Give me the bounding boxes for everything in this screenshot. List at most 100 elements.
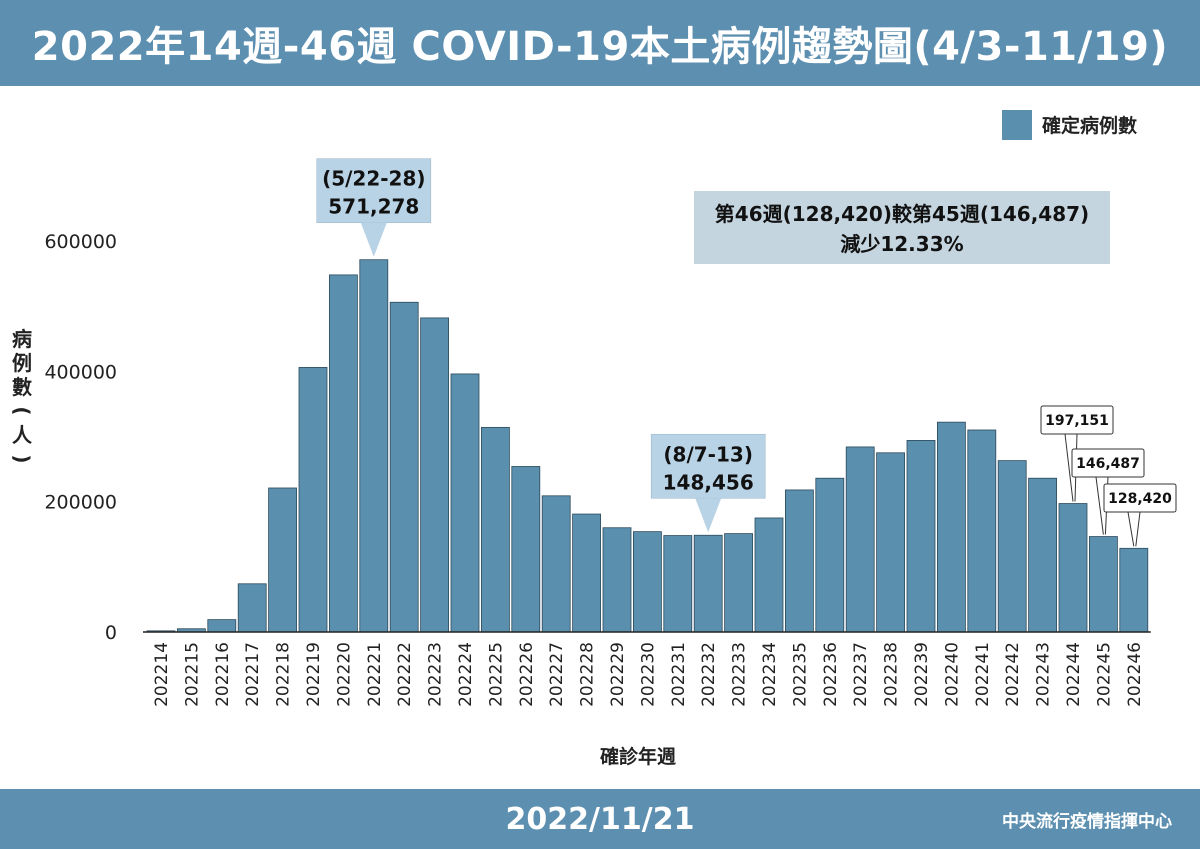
callout-label: (8/7-13) bbox=[663, 442, 753, 466]
x-tick-label: 202246 bbox=[1125, 642, 1145, 707]
bar-202217 bbox=[237, 583, 267, 633]
bars bbox=[146, 259, 1149, 633]
y-axis-title: 病例數 ( 人) bbox=[10, 327, 34, 464]
bar-202228 bbox=[572, 513, 601, 633]
bar-202240 bbox=[937, 421, 966, 633]
svg-text:197,151: 197,151 bbox=[1045, 413, 1109, 429]
x-tick-label: 202214 bbox=[152, 642, 172, 707]
footer-date: 2022/11/21 bbox=[505, 801, 695, 837]
y-axis-title-char: 數 bbox=[12, 375, 32, 399]
bar-202227 bbox=[541, 495, 571, 633]
x-tick-label: 202231 bbox=[669, 642, 689, 707]
note-line-2: 減少12.33% bbox=[840, 232, 963, 256]
x-tick-label: 202245 bbox=[1094, 642, 1114, 707]
bar-202221 bbox=[359, 259, 389, 633]
bar-202218 bbox=[268, 487, 298, 633]
footer-bar: 2022/11/21 中央流行疫情指揮中心 bbox=[0, 789, 1200, 849]
x-tick-label: 202234 bbox=[760, 642, 780, 707]
bar-202235 bbox=[785, 489, 814, 633]
bar-202244 bbox=[1058, 503, 1088, 633]
y-axis-title-char: ( bbox=[10, 406, 34, 415]
legend-swatch bbox=[1002, 110, 1032, 140]
x-tick-label: 202243 bbox=[1034, 642, 1054, 707]
x-axis-tick-labels: 202214 202215 202216 202217 202218 202219 2022… bbox=[152, 642, 1145, 707]
callout-value: 148,456 bbox=[663, 470, 754, 494]
value-label-202246: 128,420 bbox=[1103, 483, 1177, 547]
callouts: (5/22-28) 571,278 (8/7-13) 148,456 bbox=[316, 158, 766, 533]
x-tick-label: 202236 bbox=[821, 642, 841, 707]
x-tick-label: 202227 bbox=[547, 642, 567, 707]
bar-202243 bbox=[1028, 477, 1057, 633]
y-axis: 0 200000 400000 600000 bbox=[44, 231, 117, 644]
x-tick-label: 202237 bbox=[851, 642, 871, 707]
bar-202246 bbox=[1119, 547, 1149, 633]
svg-text:146,487: 146,487 bbox=[1076, 456, 1140, 472]
x-tick-label: 202226 bbox=[517, 642, 537, 707]
x-tick-label: 202241 bbox=[973, 642, 993, 707]
x-tick-label: 202218 bbox=[274, 642, 294, 707]
x-tick-label: 202216 bbox=[213, 642, 233, 707]
bar-202238 bbox=[876, 452, 905, 633]
x-tick-label: 202221 bbox=[365, 642, 385, 707]
x-tick-label: 202224 bbox=[456, 642, 476, 707]
x-tick-label: 202219 bbox=[304, 642, 324, 707]
y-axis-title-char: 病 bbox=[12, 327, 32, 351]
y-axis-title-char: ) bbox=[10, 454, 34, 463]
bar-202245 bbox=[1089, 536, 1118, 633]
bar-202229 bbox=[602, 527, 632, 633]
x-tick-label: 202223 bbox=[426, 642, 446, 707]
x-tick-label: 202222 bbox=[395, 642, 415, 707]
x-tick-label: 202240 bbox=[942, 642, 962, 707]
bar-202234 bbox=[754, 517, 784, 633]
x-tick-label: 202215 bbox=[182, 642, 202, 707]
y-tick-label: 600000 bbox=[44, 231, 117, 253]
y-axis-title-char: 人 bbox=[12, 423, 33, 447]
y-tick-label: 200000 bbox=[44, 492, 117, 514]
x-tick-label: 202235 bbox=[790, 642, 810, 707]
bar-202231 bbox=[663, 535, 693, 633]
svg-text:128,420: 128,420 bbox=[1108, 491, 1172, 507]
x-axis-title: 確診年週 bbox=[600, 745, 676, 768]
y-tick-label: 0 bbox=[105, 622, 117, 644]
bar-202237 bbox=[845, 446, 875, 633]
bar-202233 bbox=[724, 533, 753, 633]
value-label-202244: 197,151 bbox=[1040, 405, 1114, 502]
footer-org: 中央流行疫情指揮中心 bbox=[1002, 811, 1172, 832]
value-label-202245: 146,487 bbox=[1071, 448, 1145, 535]
note-box: 第46週(128,420)較第45週(146,487) 減少12.33% bbox=[694, 191, 1110, 264]
x-tick-label: 202242 bbox=[1003, 642, 1023, 707]
x-tick-label: 202228 bbox=[578, 642, 598, 707]
bar-202220 bbox=[328, 274, 358, 633]
x-tick-label: 202238 bbox=[882, 642, 902, 707]
x-tick-label: 202220 bbox=[334, 642, 354, 707]
bar-202232 bbox=[693, 534, 723, 633]
bar-202222 bbox=[389, 301, 419, 633]
x-tick-label: 202229 bbox=[608, 642, 628, 707]
value-labels: 197,151 146,487 128,420 bbox=[1040, 405, 1177, 547]
callout-202221: (5/22-28) 571,278 bbox=[316, 158, 432, 257]
x-tick-label: 202230 bbox=[638, 642, 658, 707]
x-tick-label: 202225 bbox=[486, 642, 506, 707]
bar-202223 bbox=[420, 317, 450, 633]
callout-value: 571,278 bbox=[328, 195, 419, 219]
callout-202232: (8/7-13) 148,456 bbox=[650, 433, 766, 533]
legend: 確定病例數 bbox=[1002, 110, 1137, 140]
x-tick-label: 202233 bbox=[730, 642, 750, 707]
bar-202242 bbox=[997, 460, 1027, 633]
bar-202219 bbox=[298, 367, 328, 633]
bar-202225 bbox=[480, 426, 510, 633]
note-line-1: 第46週(128,420)較第45週(146,487) bbox=[715, 202, 1089, 226]
bar-202230 bbox=[633, 531, 662, 633]
bar-202236 bbox=[815, 477, 845, 633]
y-tick-label: 400000 bbox=[44, 361, 117, 383]
bar-202226 bbox=[511, 466, 541, 633]
x-tick-label: 202244 bbox=[1064, 642, 1084, 707]
bar-202241 bbox=[967, 429, 997, 633]
legend-label: 確定病例數 bbox=[1042, 114, 1137, 137]
bar-202216 bbox=[207, 619, 237, 633]
x-tick-label: 202239 bbox=[912, 642, 932, 707]
bar-202239 bbox=[906, 440, 936, 633]
y-axis-title-char: 例 bbox=[12, 351, 32, 375]
x-tick-label: 202232 bbox=[699, 642, 719, 707]
bar-202224 bbox=[450, 373, 480, 633]
